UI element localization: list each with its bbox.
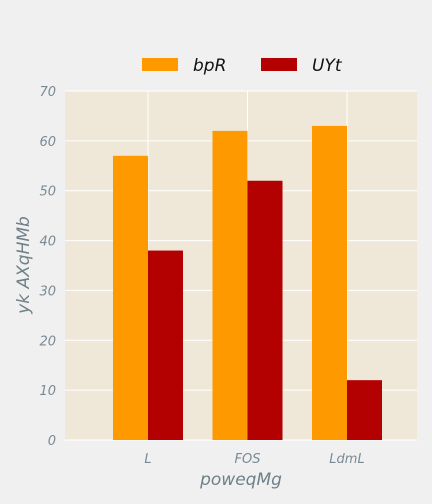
legend: bpR UYt (142, 56, 343, 76)
y-axis-title: yk AXqHMb (14, 216, 34, 315)
legend-label: bpR (193, 56, 226, 76)
bar-bpR-LdmL (312, 125, 347, 441)
y-tick-label: 10 (39, 384, 56, 399)
legend-label: UYt (312, 56, 343, 76)
y-tick-label: 30 (39, 284, 56, 299)
x-tick-label: FOS (235, 452, 261, 467)
bar-UYt-L (148, 250, 183, 440)
bar-UYt-FOS (247, 180, 283, 440)
legend-swatch (261, 58, 297, 71)
bar-bpR-FOS (212, 130, 248, 440)
x-tick-labels: L FOS LdmL (144, 452, 364, 467)
legend-swatch (142, 58, 178, 71)
y-tick-label: 20 (39, 334, 56, 349)
x-tick-label: L (144, 452, 151, 467)
bars (113, 125, 382, 441)
bar-bpR-L (113, 155, 148, 441)
y-tick-label: 0 (48, 434, 56, 449)
y-tick-labels: 0 10 20 30 40 50 60 70 (39, 85, 56, 449)
y-tick-label: 70 (39, 85, 56, 100)
bar-UYt-LdmL (347, 380, 382, 440)
x-tick-label: LdmL (329, 452, 364, 467)
y-tick-label: 50 (39, 185, 56, 200)
y-tick-label: 60 (39, 135, 56, 150)
x-axis-title: poweqMg (199, 470, 282, 490)
y-tick-label: 40 (39, 235, 56, 250)
